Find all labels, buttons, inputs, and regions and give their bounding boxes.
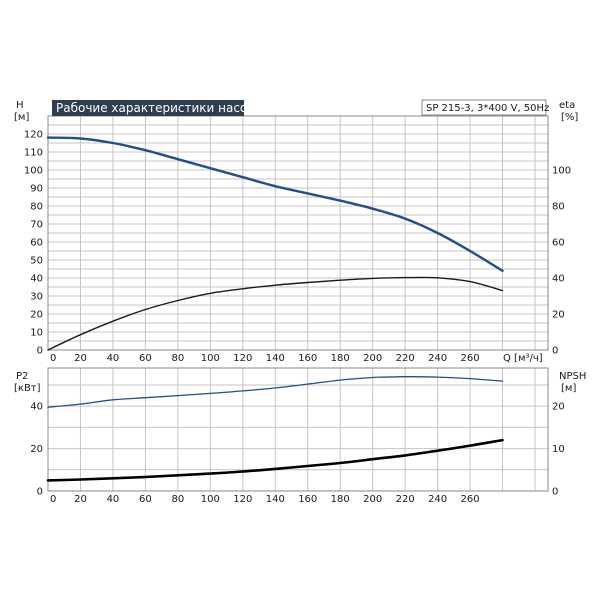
- right-axis-tick-label: 100: [552, 166, 571, 177]
- chart-title-text: Рабочие характеристики насоса: [56, 101, 261, 115]
- x-axis-tick-label: 200: [363, 353, 382, 364]
- left-axis-tick-label: 90: [30, 184, 43, 195]
- x-axis-tick-label: 160: [298, 353, 317, 364]
- left-axis-tick-label: 20: [30, 444, 43, 455]
- right-axis-tick-label: 20: [552, 402, 565, 413]
- left-axis-tick-label: 40: [30, 402, 43, 413]
- left-axis-tick-label: 110: [24, 148, 43, 159]
- right-axis-label: eta: [559, 100, 575, 111]
- right-axis-unit: [м]: [561, 383, 576, 394]
- x-axis-tick-label: 100: [201, 353, 220, 364]
- x-axis-tick-label: 260: [461, 353, 480, 364]
- right-axis-unit: [%]: [561, 112, 578, 123]
- left-axis-label: P2: [16, 371, 28, 382]
- left-axis-tick-label: 0: [37, 346, 43, 357]
- x-axis-tick-label: 180: [331, 353, 350, 364]
- grid: [47, 368, 548, 492]
- x-axis-tick-label: 0: [50, 353, 56, 364]
- x-axis-tick-label: 220: [396, 494, 415, 505]
- npsh-curve: [46, 438, 504, 482]
- left-axis-tick-label: 0: [37, 487, 43, 498]
- pump-model-box: [421, 99, 547, 116]
- x-axis-tick-label: 0: [50, 494, 56, 505]
- right-axis-tick-label: 0: [552, 346, 558, 357]
- x-axis-tick-label: 260: [461, 494, 480, 505]
- left-axis-tick-label: 10: [30, 328, 43, 339]
- chart-title: Рабочие характеристики насоса: [52, 100, 261, 116]
- x-axis-tick-label: 40: [107, 494, 120, 505]
- x-axis-tick-label: 240: [428, 494, 447, 505]
- pump-model-text: SP 215-3, 3*400 V, 50Hz: [426, 103, 549, 114]
- right-axis-tick-label: 40: [552, 274, 565, 285]
- x-axis-tick-label: 160: [298, 494, 317, 505]
- x-axis-tick-label: 60: [139, 494, 152, 505]
- x-axis-tick-label: 20: [74, 353, 87, 364]
- left-axis-tick-label: 20: [30, 310, 43, 321]
- pump-model-annotation: SP 215-3, 3*400 V, 50Hz: [421, 99, 549, 116]
- x-axis-label: Q [м³/ч]: [503, 353, 543, 364]
- left-axis-tick-label: 60: [30, 238, 43, 249]
- chart-title-background: [52, 100, 244, 116]
- grid: [47, 115, 548, 351]
- x-axis-tick-label: 40: [107, 353, 120, 364]
- right-axis-tick-label: 20: [552, 310, 565, 321]
- x-axis-tick-label: 20: [74, 494, 87, 505]
- plot-frame: [47, 115, 549, 351]
- x-axis-tick-label: 200: [363, 494, 382, 505]
- left-axis-tick-label: 70: [30, 220, 43, 231]
- left-axis-tick-label: 40: [30, 274, 43, 285]
- right-axis-tick-label: 10: [552, 444, 565, 455]
- left-axis-tick-label: 30: [30, 292, 43, 303]
- left-axis-tick-label: 50: [30, 256, 43, 267]
- x-axis-tick-label: 80: [172, 494, 185, 505]
- x-axis-tick-label: 140: [266, 353, 285, 364]
- right-axis-tick-label: 0: [552, 487, 558, 498]
- head-efficiency-panel: 0 10 20 30 40 50 60 70 80 90 100 110 120 0 20 40 60 80 100…: [14, 99, 578, 364]
- plot-frame: [47, 367, 549, 492]
- left-axis-unit: [м]: [14, 112, 29, 123]
- left-axis-tick-label: 80: [30, 202, 43, 213]
- power-curve: [47, 376, 504, 408]
- x-axis-tick-label: 100: [201, 494, 220, 505]
- left-axis-tick-label: 120: [24, 130, 43, 141]
- x-axis-tick-label: 180: [331, 494, 350, 505]
- x-axis-tick-label: 120: [233, 353, 252, 364]
- right-axis-tick-label: 80: [552, 202, 565, 213]
- head-curve: [46, 136, 504, 272]
- left-axis-tick-label: 100: [24, 166, 43, 177]
- x-axis-tick-label: 140: [266, 494, 285, 505]
- x-axis-tick-label: 120: [233, 494, 252, 505]
- efficiency-curve: [47, 276, 504, 351]
- x-axis-tick-label: 80: [172, 353, 185, 364]
- left-axis-label: H: [16, 100, 24, 111]
- x-axis-tick-label: 60: [139, 353, 152, 364]
- right-axis-tick-label: 60: [552, 238, 565, 249]
- left-axis-unit: [кВт]: [14, 383, 41, 394]
- x-axis-tick-label: 240: [428, 353, 447, 364]
- right-axis-label: NPSH: [559, 371, 586, 382]
- x-axis-tick-label: 220: [396, 353, 415, 364]
